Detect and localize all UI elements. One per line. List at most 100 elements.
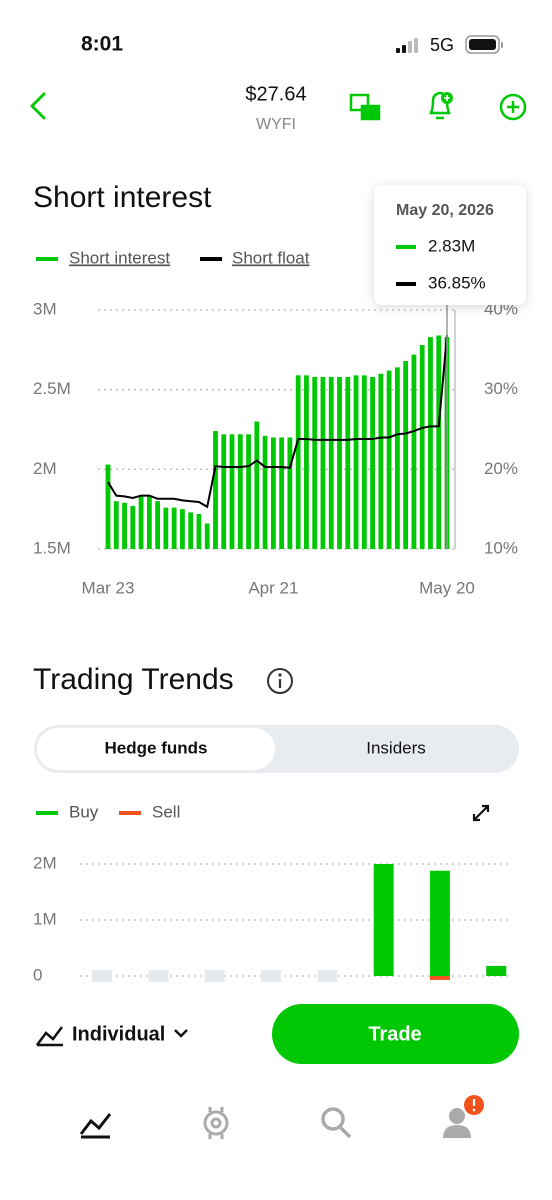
bar <box>428 337 433 549</box>
bar <box>213 431 218 549</box>
add-button[interactable] <box>499 93 527 121</box>
y2-tick-label: 20% <box>484 459 518 478</box>
y-tick-label: 2.5M <box>33 379 71 398</box>
y-tick-label: 1.5M <box>33 538 71 557</box>
bar <box>419 345 425 549</box>
bar <box>411 354 417 549</box>
bar <box>394 367 400 549</box>
bar <box>345 376 351 549</box>
bar <box>429 976 450 980</box>
notification-badge <box>464 1095 484 1115</box>
nav-crypto[interactable] <box>203 1107 229 1139</box>
bar <box>270 437 276 549</box>
empty-bar <box>148 970 169 982</box>
y2-tick-label: 30% <box>484 379 518 398</box>
bar <box>221 434 227 549</box>
empty-bar <box>92 970 113 982</box>
bar <box>138 496 144 549</box>
bar <box>353 375 359 549</box>
trade-label[interactable]: Trade <box>368 1023 421 1045</box>
y-tick-label: 2M <box>33 459 57 478</box>
signal <box>396 38 418 53</box>
bar <box>204 523 210 549</box>
account-selector[interactable]: Individual <box>72 1023 165 1045</box>
legend-label: Sell <box>152 802 180 821</box>
bar <box>312 376 318 549</box>
alert-button[interactable] <box>429 91 453 120</box>
section-title: Short interest <box>33 181 212 214</box>
bar <box>155 501 161 549</box>
bar <box>130 505 136 549</box>
y-tick-label: 2M <box>33 853 57 872</box>
bar <box>237 434 243 549</box>
bar <box>229 434 235 549</box>
bar <box>386 370 392 549</box>
bar <box>373 864 394 976</box>
y2-tick-label: 10% <box>484 538 518 557</box>
bar <box>287 437 293 549</box>
legend-swatch <box>36 811 58 815</box>
legend-swatch <box>119 811 141 815</box>
bar <box>320 376 326 549</box>
x-tick-label: Apr 21 <box>248 578 298 597</box>
tooltip-swatch <box>396 282 416 286</box>
bar <box>361 375 367 549</box>
x-tick-label: Mar 23 <box>82 578 135 597</box>
y-tick-label: 1M <box>33 909 57 928</box>
legend-label: Short float <box>232 248 310 267</box>
expand-icon[interactable] <box>472 804 490 822</box>
bar <box>403 360 409 549</box>
legend-label: Short interest <box>69 248 170 267</box>
bar <box>328 376 334 549</box>
bar <box>122 502 127 549</box>
y-tick-label: 3M <box>33 299 57 318</box>
line <box>107 335 448 509</box>
empty-bar <box>261 970 282 982</box>
empty-bar <box>204 970 225 982</box>
chart-icon <box>36 1026 63 1047</box>
tooltip-title: May 20, 2026 <box>396 202 494 219</box>
tooltip-swatch <box>396 245 416 249</box>
legend-label: Buy <box>69 802 99 821</box>
bar <box>246 434 251 549</box>
bar <box>304 375 309 549</box>
bar <box>105 464 111 549</box>
bar <box>171 507 177 549</box>
compare-button[interactable] <box>349 93 381 121</box>
nav-account[interactable] <box>443 1108 471 1138</box>
tooltip-value: 2.83M <box>428 236 475 255</box>
bar <box>163 507 169 549</box>
tab[interactable]: Insiders <box>366 738 426 757</box>
back-button[interactable] <box>30 92 46 120</box>
bar <box>370 376 375 549</box>
legend-swatch <box>36 257 58 261</box>
section-title: Trading Trends <box>33 663 234 696</box>
x-tick-label: May 20 <box>419 578 475 597</box>
bar <box>146 496 152 549</box>
tooltip-value: 36.85% <box>428 273 486 292</box>
ticker: WYFI <box>256 116 296 133</box>
tab[interactable]: Hedge funds <box>105 738 208 757</box>
chevron <box>174 1029 188 1038</box>
bar <box>254 421 260 549</box>
selected-tab[interactable] <box>37 728 275 770</box>
bar <box>188 512 194 549</box>
tooltip: May 20, 2026 2.83M 36.85% <box>374 185 526 305</box>
empty-bar <box>317 970 338 982</box>
trade-button[interactable] <box>272 1004 519 1064</box>
nav-investing[interactable] <box>79 1113 112 1139</box>
bar <box>378 373 384 549</box>
legend-swatch <box>200 257 222 261</box>
clock: 8:01 <box>81 33 123 56</box>
price: $27.64 <box>245 83 306 105</box>
bar <box>262 435 268 549</box>
bar <box>337 376 342 549</box>
nav-search[interactable] <box>321 1107 352 1139</box>
info-icon[interactable] <box>267 668 293 694</box>
bar <box>295 375 301 549</box>
bar <box>436 335 442 549</box>
bar <box>429 870 450 976</box>
bar <box>196 513 202 549</box>
battery <box>465 35 503 54</box>
